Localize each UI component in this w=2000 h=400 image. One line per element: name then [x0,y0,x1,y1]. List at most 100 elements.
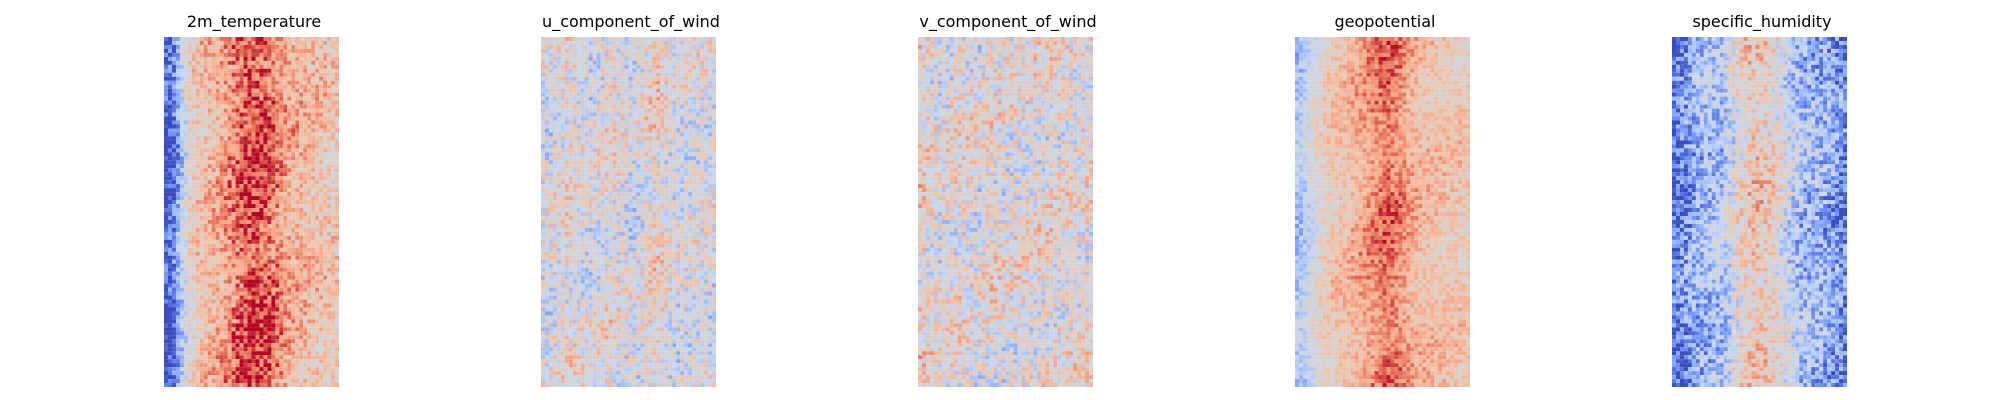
heatmap-cell [164,144,169,149]
heatmap-cell [291,176,296,181]
heatmap-cell [672,48,677,53]
heatmap-cell [299,327,304,332]
heatmap-cell [648,40,653,46]
heatmap-cell [175,359,180,364]
heatmap-cell [187,303,192,308]
heatmap-cell [199,148,204,153]
heatmap-cell [164,327,169,332]
heatmap-cell [171,136,176,141]
heatmap-cell [231,204,236,209]
heatmap-cell [207,287,212,292]
heatmap-cell [283,100,288,105]
heatmap-cell [335,116,339,121]
heatmap-cell [668,80,673,85]
heatmap-cell [195,72,200,77]
heatmap-cell [287,347,292,352]
heatmap-cell [211,359,216,364]
heatmap-cell [263,343,268,348]
heatmap-cell [331,351,336,356]
heatmap-cell [275,347,280,352]
heatmap-cell [255,188,260,193]
heatmap-cell [287,132,292,137]
heatmap-cell [239,100,244,105]
heatmap-cell [307,235,312,240]
heatmap-cell [251,291,256,296]
heatmap-cell [199,200,204,205]
heatmap-cell [327,307,332,312]
heatmap-cell [219,303,224,308]
heatmap-cell [592,48,597,53]
heatmap-cell [311,172,316,177]
heatmap-cell [295,263,300,268]
heatmap-cell [608,92,613,97]
heatmap-cell [199,247,204,252]
heatmap-cell [311,156,316,161]
heatmap-cell [235,188,240,193]
heatmap-cell [231,64,236,69]
heatmap-cell [648,48,653,53]
heatmap-cell [195,80,200,85]
heatmap-cell [568,88,573,93]
heatmap-cell [183,52,188,57]
heatmap-cell [239,96,244,101]
heatmap-cell [552,60,557,65]
heatmap-cell [227,379,232,384]
heatmap-cell [299,184,304,189]
heatmap-cell [267,263,272,268]
heatmap-cell [275,371,280,376]
heatmap-cell [624,56,629,61]
heatmap-cell [219,192,224,197]
heatmap-cell [251,319,256,324]
heatmap-cell [275,40,280,46]
heatmap-cell [584,80,589,85]
heatmap-cell [680,80,685,85]
heatmap-cell [219,343,224,348]
heatmap-cell [255,255,260,260]
heatmap-cell [255,327,260,332]
heatmap-cell [255,116,260,121]
heatmap-cell [572,104,577,109]
heatmap-cell [211,255,216,260]
heatmap-cell [620,37,625,42]
heatmap-cell [203,200,208,205]
heatmap-cell [287,128,292,133]
heatmap-cell [616,56,621,61]
heatmap-cell [243,132,248,137]
heatmap-cell [552,72,557,77]
heatmap-cell [255,311,260,316]
heatmap-cell [319,72,324,77]
heatmap-cell [231,367,236,372]
heatmap-cell [219,235,224,240]
heatmap-cell [223,120,228,125]
heatmap-cell [604,92,609,97]
heatmap-cell [207,339,212,344]
heatmap-cell [700,68,705,73]
heatmap-cell [596,72,601,77]
heatmap-cell [183,92,188,97]
heatmap-cell [331,64,336,69]
heatmap-cell [223,335,228,340]
heatmap-cell [247,196,252,201]
heatmap-cell [167,303,173,308]
heatmap-cell [311,339,316,344]
heatmap-cell [227,239,232,244]
heatmap-cell [648,96,653,101]
heatmap-cell [239,231,244,236]
heatmap-cell [167,379,173,384]
heatmap-cell [323,212,328,217]
heatmap-cell [652,80,657,85]
heatmap-cell [199,243,204,248]
heatmap-cell [307,60,312,65]
heatmap-cell [263,255,268,260]
heatmap-cell [303,48,308,53]
heatmap-u-component-of-wind [541,37,716,387]
heatmap-cell [164,307,169,312]
heatmap-cell [219,84,224,89]
heatmap-cell [195,184,200,189]
heatmap-cell [279,84,284,89]
heatmap-cell [315,44,320,49]
heatmap-cell [164,108,169,113]
heatmap-cell [684,108,689,113]
heatmap-cell [295,219,300,224]
heatmap-cell [171,331,176,336]
